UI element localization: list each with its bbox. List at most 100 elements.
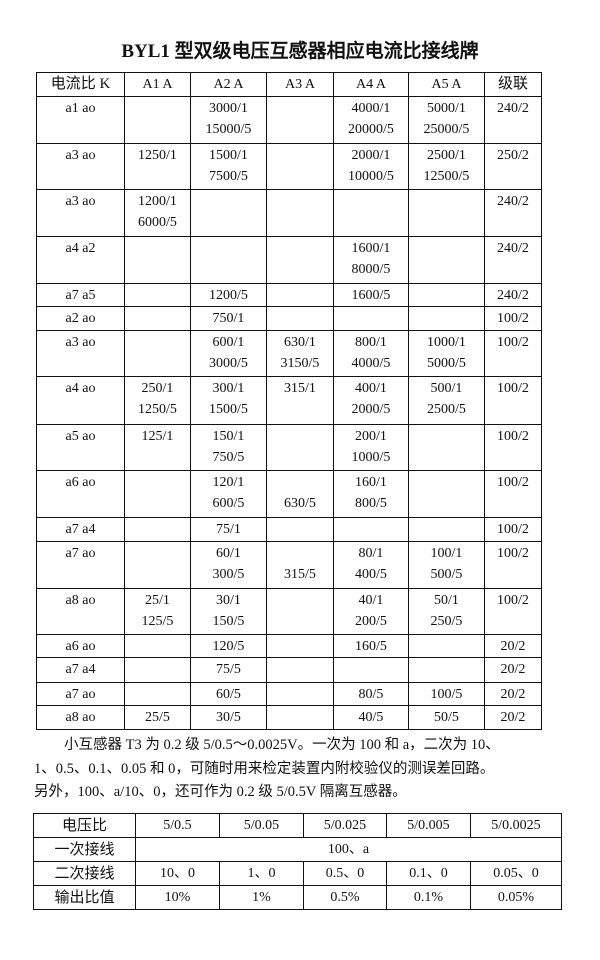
cascade-cell: 100/2: [484, 541, 542, 589]
ratio-cell: [408, 657, 485, 683]
cascade-cell: 20/2: [484, 682, 542, 706]
ratio-value: 8000/5: [351, 262, 391, 277]
ratio-cell: [190, 189, 267, 237]
ratio-k-cell: a8 ao: [36, 705, 125, 730]
ratio-cell: 750/1: [190, 306, 267, 331]
row-label: 一次接线: [33, 837, 136, 862]
ratio-k-cell: a3 ao: [36, 143, 125, 190]
ratio-cell: 120/5: [190, 634, 267, 658]
ratio-value: 120/1: [212, 475, 245, 490]
ratio-cell: 1500/1 7500/5: [190, 143, 267, 190]
ratio-value: 160/1: [355, 475, 387, 490]
ratio-cell: 40/5: [333, 705, 409, 730]
ratio-value: 50/5: [434, 710, 459, 725]
row-label: 二次接线: [33, 861, 136, 886]
ratio-value: 125/5: [141, 614, 174, 629]
ratio-value: 120/5: [212, 639, 245, 654]
ratio-value: 1000/1: [427, 335, 466, 350]
ratio-value: 630/1: [284, 335, 316, 350]
ratio-cell: [408, 424, 485, 471]
ratio-value: 300/1: [212, 381, 245, 396]
ratio-k-cell: a4 a2: [36, 236, 125, 284]
table-row: a4 ao 250/1 1250/5 300/1 1500/5 315/1 400/1 200…: [36, 376, 542, 425]
row-label: 输出比值: [33, 885, 136, 910]
ratio-k-cell: a7 ao: [36, 541, 125, 589]
ratio-cell: 1600/5: [333, 283, 409, 307]
ratio-value: 2500/1: [427, 148, 466, 163]
ratio-cell: [124, 682, 191, 706]
ratio-value: 40/1: [358, 593, 384, 608]
ratio-value: 60/1: [216, 546, 241, 561]
ratio-cell: 5000/1 25000/5: [408, 96, 485, 144]
table-row: a6 ao 120/5 160/5 20/2: [36, 634, 542, 658]
ratio-cell: 100/5: [408, 682, 485, 706]
ratio-value: 30/5: [216, 710, 241, 725]
ratio-cell: 80/1 400/5: [333, 541, 409, 589]
table-row: a3 ao 1250/1 1500/1 7500/5 2000/1 10000/5 2500…: [36, 143, 542, 190]
cascade-cell: 250/2: [484, 143, 542, 190]
ratio-cell: [333, 306, 409, 331]
ratio-k-cell: a1 ao: [36, 96, 125, 144]
paragraph-line: 另外，100、a/10、0，还可作为 0.2 级 5/0.5V 隔离互感器。: [34, 784, 407, 800]
ratio-cell: [124, 96, 191, 144]
ratio-value: 250/1: [141, 381, 174, 396]
ratio-value: 5000/1: [427, 101, 466, 116]
ratio-value: 30/1: [216, 593, 241, 608]
ratio-value: 100/1: [430, 546, 463, 561]
cascade-cell: 240/2: [484, 283, 542, 307]
ratio-value: 750/5: [212, 450, 245, 465]
ratio-cell: 315/1: [266, 376, 334, 425]
ratio-value: 2500/5: [427, 402, 466, 417]
ratio-value: 1500/5: [209, 402, 248, 417]
ratio-cell: [266, 96, 334, 144]
ratio-cell: [124, 541, 191, 589]
ratio-value: 400/5: [355, 567, 387, 582]
ratio-value: 7500/5: [209, 169, 248, 184]
ratio-cell: [124, 306, 191, 331]
ratio-cell: [408, 517, 485, 542]
column-header: A5 A: [408, 72, 485, 97]
column-header: A1 A: [124, 72, 191, 97]
ratio-k-cell: a7 a5: [36, 283, 125, 307]
ratio-cell: 1200/1 6000/5: [124, 189, 191, 237]
ratio-cell: 315/5: [266, 541, 334, 589]
ratio-cell: 120/1 600/5: [190, 470, 267, 518]
ratio-cell: 60/5: [190, 682, 267, 706]
ratio-value: 6000/5: [138, 215, 177, 230]
ratio-cell: [408, 283, 485, 307]
ratio-value: 600/1: [212, 335, 245, 350]
ratio-cell: 600/1 3000/5: [190, 330, 267, 377]
ratio-cell: [266, 306, 334, 331]
ratio-cell: [124, 283, 191, 307]
value-cell: 0.5、0: [303, 861, 387, 886]
column-header: A2 A: [190, 72, 267, 97]
ratio-cell: 400/1 2000/5: [333, 376, 409, 425]
table-row: a7 a4 75/1 100/2: [36, 517, 542, 542]
ratio-cell: [124, 330, 191, 377]
ratio-value: 500/1: [430, 381, 463, 396]
ratio-cell: 1200/5: [190, 283, 267, 307]
ratio-value: 1250/1: [138, 148, 177, 163]
ratio-cell: 2000/1 10000/5: [333, 143, 409, 190]
table-row: a7 ao 60/1 300/5 315/5 80/1 400/5 100/1 500/5 10…: [36, 541, 542, 589]
ratio-cell: 50/1 250/5: [408, 588, 485, 635]
ratio-value: 12500/5: [423, 169, 470, 184]
ratio-value: 500/5: [430, 567, 463, 582]
ratio-value: 3000/1: [209, 101, 248, 116]
value-cell: 0.05、0: [470, 861, 562, 886]
ratio-cell: 4000/1 20000/5: [333, 96, 409, 144]
ratio-value: 1500/1: [209, 148, 248, 163]
value-cell: 0.1、0: [386, 861, 471, 886]
value-cell: 0.1%: [386, 885, 471, 910]
ratio-cell: [408, 189, 485, 237]
ratio-value: 25000/5: [423, 122, 470, 137]
ratio-value: 40/5: [358, 710, 384, 725]
secondary-wiring-row: 二次接线 10、0 1、0 0.5、0 0.1、0 0.05、0: [33, 861, 562, 886]
ratio-cell: 25/1 125/5: [124, 588, 191, 635]
ratio-value: 75/1: [216, 522, 241, 537]
table-row: a3 ao 1200/1 6000/5 240/2: [36, 189, 542, 237]
ratio-cell: 75/1: [190, 517, 267, 542]
ratio-cell: 300/1 1500/5: [190, 376, 267, 425]
ratio-value: 1250/5: [138, 402, 177, 417]
cascade-cell: 240/2: [484, 189, 542, 237]
